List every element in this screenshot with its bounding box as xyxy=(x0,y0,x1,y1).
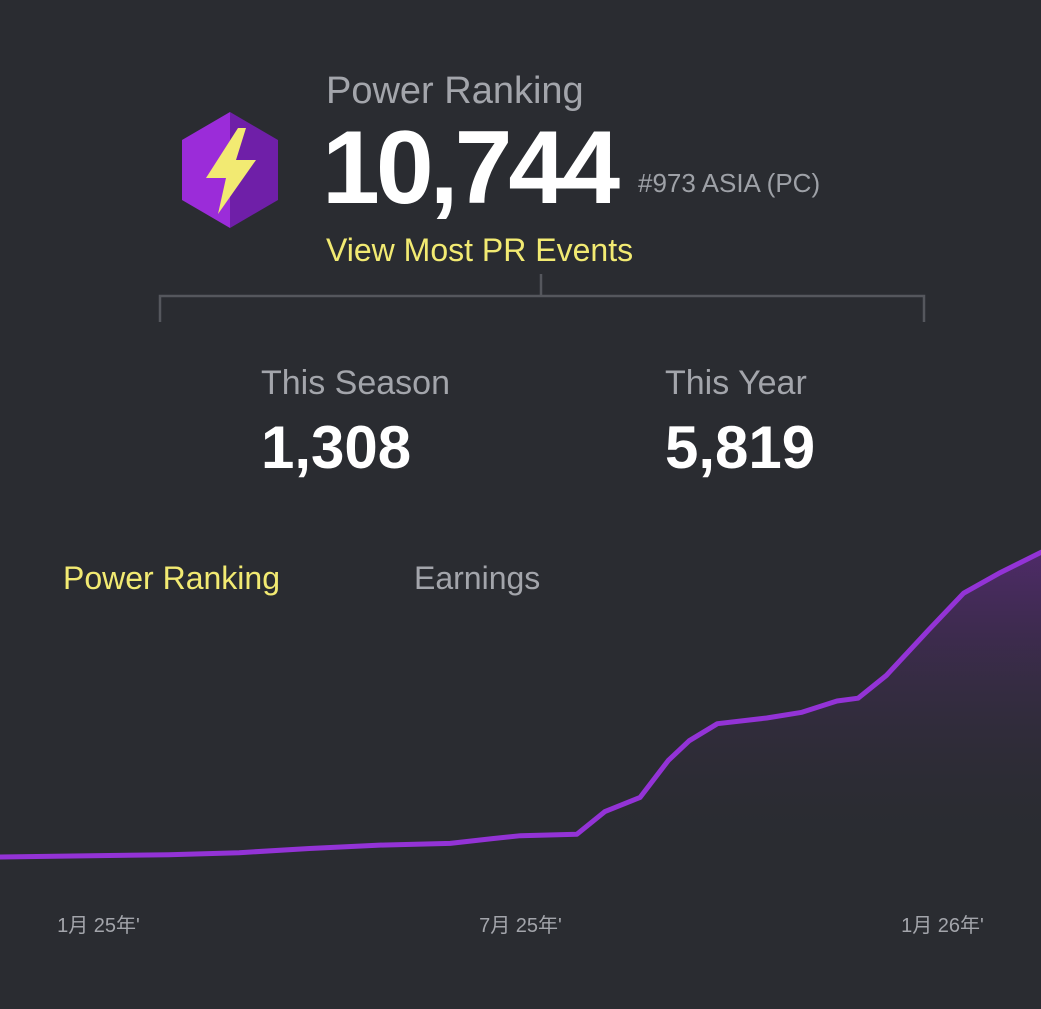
x-tick-label: 1月 25年' xyxy=(57,914,140,937)
power-ranking-chart: 1月 25年' 7月 25年' 1月 26年' xyxy=(0,549,1041,937)
hexagon-left-half xyxy=(182,112,230,228)
chart-series-line xyxy=(0,549,1041,860)
power-ranking-value: 10,744 xyxy=(322,110,620,226)
region-rank: #973 ASIA (PC) xyxy=(638,168,821,198)
bracket-divider xyxy=(158,274,926,322)
lightning-bolt-icon xyxy=(206,128,256,214)
tab-power-ranking[interactable]: Power Ranking xyxy=(63,560,280,596)
this-year-label: This Year xyxy=(665,364,807,402)
this-year-value: 5,819 xyxy=(665,414,816,481)
this-season-value: 1,308 xyxy=(261,414,412,481)
tab-earnings[interactable]: Earnings xyxy=(414,560,541,596)
this-season-label: This Season xyxy=(261,364,450,402)
power-ranking-title: Power Ranking xyxy=(326,70,584,112)
x-tick-label: 1月 26年' xyxy=(901,914,984,937)
chart-area-fill xyxy=(0,552,1041,857)
hexagon-right-half xyxy=(230,112,278,228)
lightning-bolt-hexagon-icon xyxy=(182,112,278,228)
x-tick-label: 7月 25年' xyxy=(479,914,562,937)
view-most-pr-events-link[interactable]: View Most PR Events xyxy=(326,232,634,268)
